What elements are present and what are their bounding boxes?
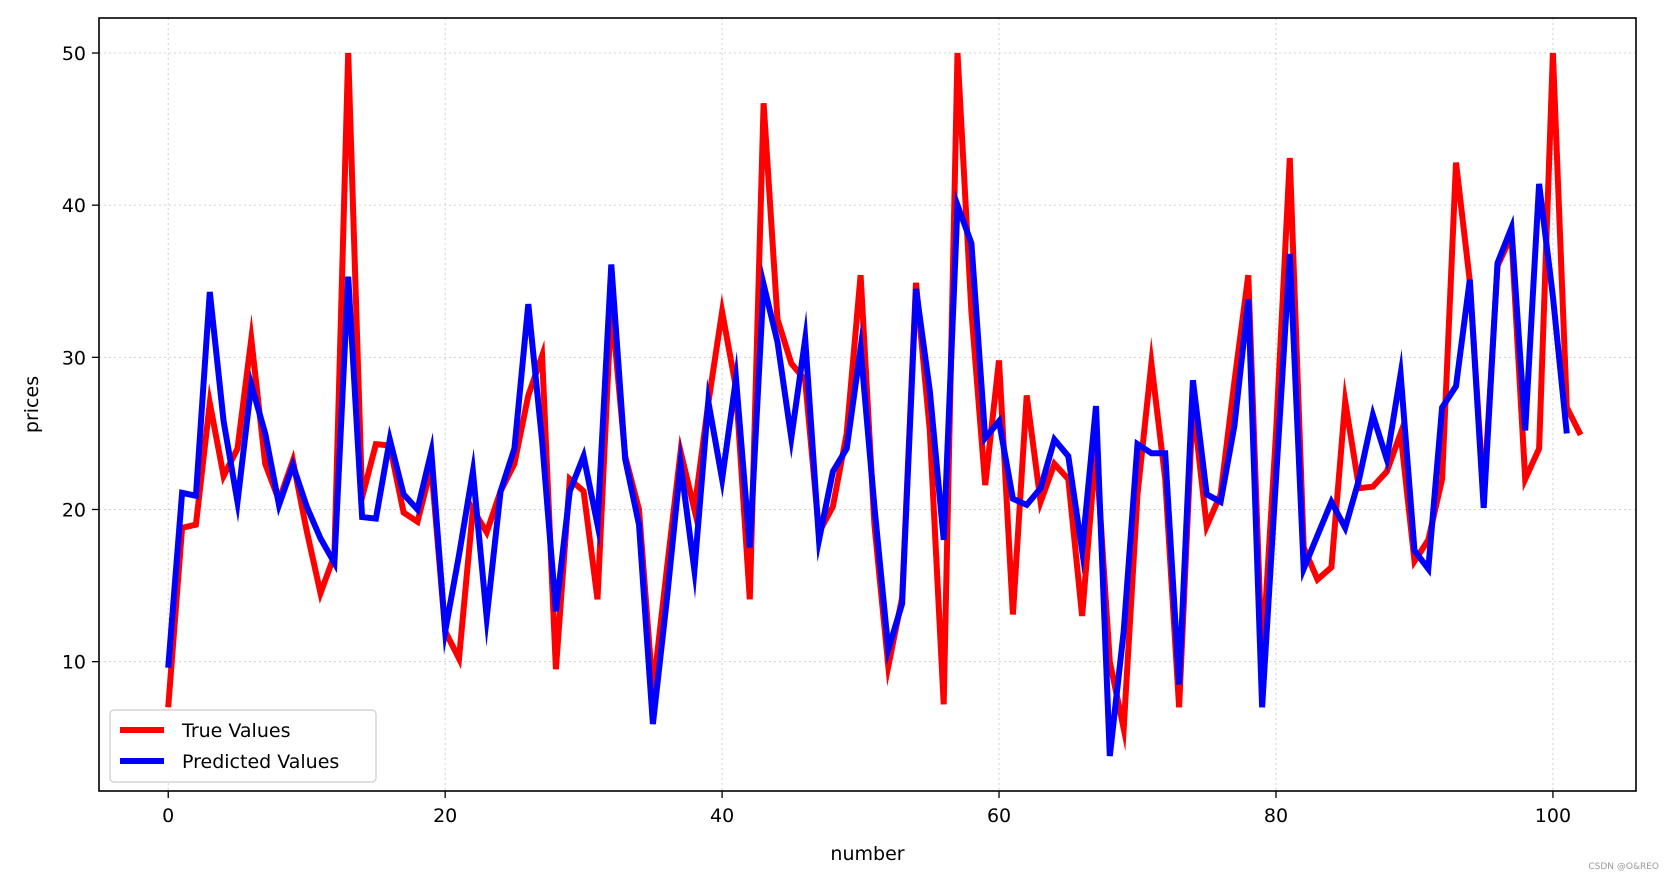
legend-box xyxy=(109,709,377,783)
legend-label: Predicted Values xyxy=(182,751,339,773)
ticks: 0 20 40 60 80 100 10 20 30 40 50 xyxy=(62,43,1571,827)
watermark: CSDN @O&REO xyxy=(1588,862,1659,872)
x-tick-label: 0 xyxy=(162,805,174,827)
y-tick-label: 20 xyxy=(62,499,86,521)
y-axis-label: prices xyxy=(21,376,43,433)
y-tick-label: 40 xyxy=(62,195,86,217)
x-tick-label: 100 xyxy=(1535,805,1571,827)
x-tick-label: 80 xyxy=(1264,805,1288,827)
x-tick-label: 40 xyxy=(710,805,734,827)
series-group xyxy=(165,52,1584,757)
series-line-predicted-values xyxy=(165,183,1570,757)
plot-frame xyxy=(98,17,1637,792)
y-tick-label: 10 xyxy=(62,652,86,674)
y-tick-label: 50 xyxy=(62,43,86,65)
legend-label: True Values xyxy=(181,720,290,742)
y-tick-label: 30 xyxy=(62,347,86,369)
x-tick-label: 20 xyxy=(433,805,457,827)
legend: True Values Predicted Values xyxy=(109,709,377,783)
x-tick-label: 60 xyxy=(987,805,1011,827)
x-axis-label: number xyxy=(830,843,904,865)
